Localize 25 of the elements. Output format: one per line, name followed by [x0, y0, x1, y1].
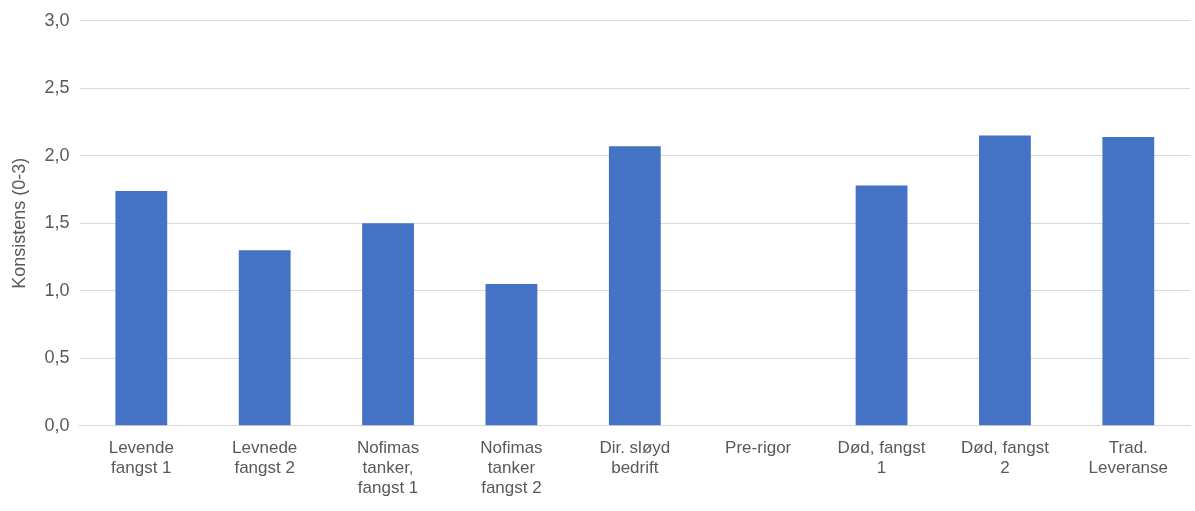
x-tick-label: Nofimas tanker fangst 2 [480, 437, 543, 498]
x-tick-label: Dir. sløyd bedrift [599, 437, 671, 478]
x-tick-label: Nofimas tanker, fangst 1 [356, 437, 420, 498]
bar [855, 185, 908, 426]
x-tick-label: Pre-rigor [725, 437, 792, 457]
y-tick-label: 1,0 [44, 279, 70, 300]
x-tick-label: Trad. Leveranse [1088, 437, 1169, 478]
x-tick-label: Død, fangst 1 [837, 437, 926, 478]
y-tick-label: 0,0 [44, 414, 70, 435]
x-tick-label: Død, fangst 2 [961, 437, 1050, 478]
y-tick-label: 0,5 [44, 347, 70, 368]
bar [979, 135, 1031, 426]
bar [1102, 136, 1155, 426]
x-tick-label: Levende fangst 1 [108, 437, 174, 478]
y-tick-label: 2,5 [44, 77, 70, 98]
y-tick-label: 3,0 [44, 9, 70, 30]
bar [608, 146, 661, 426]
y-tick-label: 1,5 [44, 212, 70, 233]
bar [485, 284, 538, 426]
bar [362, 223, 414, 426]
y-axis-title: Konsistens (0-3) [8, 157, 29, 289]
bar [115, 190, 168, 426]
bar [238, 250, 291, 426]
y-tick-label: 2,0 [44, 144, 70, 165]
x-tick-label: Levnede fangst 2 [232, 437, 298, 478]
